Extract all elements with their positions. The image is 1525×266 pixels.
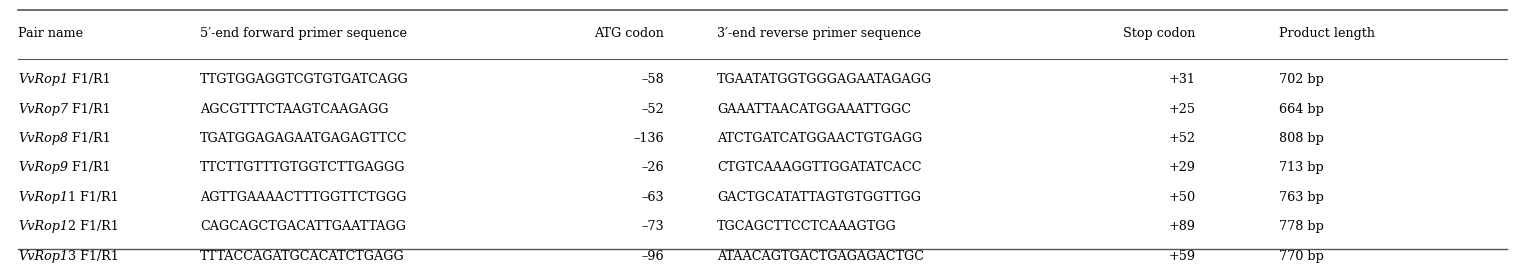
Text: –26: –26 (640, 161, 663, 174)
Text: VvRop9: VvRop9 (18, 161, 69, 174)
Text: 770 bp: 770 bp (1279, 250, 1324, 263)
Text: –52: –52 (640, 102, 663, 115)
Text: VvRop1: VvRop1 (18, 73, 69, 86)
Text: AGTTGAAAACTTTGGTTCTGGG: AGTTGAAAACTTTGGTTCTGGG (200, 191, 407, 204)
Text: 778 bp: 778 bp (1279, 220, 1324, 233)
Text: 713 bp: 713 bp (1279, 161, 1324, 174)
Text: +25: +25 (1168, 102, 1196, 115)
Text: 2 F1/R1: 2 F1/R1 (67, 220, 119, 233)
Text: +29: +29 (1168, 161, 1196, 174)
Text: +59: +59 (1168, 250, 1196, 263)
Text: TGCAGCTTCCTCAAAGTGG: TGCAGCTTCCTCAAAGTGG (717, 220, 897, 233)
Text: –73: –73 (640, 220, 663, 233)
Text: TGATGGAGAGAATGAGAGTTCC: TGATGGAGAGAATGAGAGTTCC (200, 132, 407, 145)
Text: Product length: Product length (1279, 27, 1376, 40)
Text: +89: +89 (1168, 220, 1196, 233)
Text: –58: –58 (640, 73, 663, 86)
Text: GAAATTAACATGGAAATTGGC: GAAATTAACATGGAAATTGGC (717, 102, 910, 115)
Text: ATG codon: ATG codon (593, 27, 663, 40)
Text: F1/R1: F1/R1 (67, 132, 110, 145)
Text: VvRop8: VvRop8 (18, 132, 69, 145)
Text: 664 bp: 664 bp (1279, 102, 1324, 115)
Text: +52: +52 (1168, 132, 1196, 145)
Text: –96: –96 (640, 250, 663, 263)
Text: Pair name: Pair name (18, 27, 82, 40)
Text: +50: +50 (1168, 191, 1196, 204)
Text: CTGTCAAAGGTTGGATATCACC: CTGTCAAAGGTTGGATATCACC (717, 161, 921, 174)
Text: F1/R1: F1/R1 (67, 102, 110, 115)
Text: 3′-end reverse primer sequence: 3′-end reverse primer sequence (717, 27, 921, 40)
Text: TTTACCAGATGCACATCTGAGG: TTTACCAGATGCACATCTGAGG (200, 250, 406, 263)
Text: Stop codon: Stop codon (1124, 27, 1196, 40)
Text: TTGTGGAGGTCGTGTGATCAGG: TTGTGGAGGTCGTGTGATCAGG (200, 73, 409, 86)
Text: ATAACAGTGACTGAGAGACTGC: ATAACAGTGACTGAGAGACTGC (717, 250, 924, 263)
Text: –63: –63 (640, 191, 663, 204)
Text: VvRop1: VvRop1 (18, 220, 69, 233)
Text: VvRop1: VvRop1 (18, 250, 69, 263)
Text: GACTGCATATTAGTGTGGTTGG: GACTGCATATTAGTGTGGTTGG (717, 191, 921, 204)
Text: TTCTTGTTTGTGGTCTTGAGGG: TTCTTGTTTGTGGTCTTGAGGG (200, 161, 406, 174)
Text: 763 bp: 763 bp (1279, 191, 1324, 204)
Text: F1/R1: F1/R1 (67, 73, 110, 86)
Text: F1/R1: F1/R1 (67, 161, 110, 174)
Text: 808 bp: 808 bp (1279, 132, 1324, 145)
Text: VvRop7: VvRop7 (18, 102, 69, 115)
Text: AGCGTTTCTAAGTCAAGAGG: AGCGTTTCTAAGTCAAGAGG (200, 102, 389, 115)
Text: 5′-end forward primer sequence: 5′-end forward primer sequence (200, 27, 407, 40)
Text: ATCTGATCATGGAACTGTGAGG: ATCTGATCATGGAACTGTGAGG (717, 132, 923, 145)
Text: CAGCAGCTGACATTGAATTAGG: CAGCAGCTGACATTGAATTAGG (200, 220, 406, 233)
Text: VvRop1: VvRop1 (18, 191, 69, 204)
Text: –136: –136 (633, 132, 663, 145)
Text: 702 bp: 702 bp (1279, 73, 1324, 86)
Text: 3 F1/R1: 3 F1/R1 (67, 250, 119, 263)
Text: TGAATATGGTGGGAGAATAGAGG: TGAATATGGTGGGAGAATAGAGG (717, 73, 932, 86)
Text: 1 F1/R1: 1 F1/R1 (67, 191, 119, 204)
Text: +31: +31 (1168, 73, 1196, 86)
